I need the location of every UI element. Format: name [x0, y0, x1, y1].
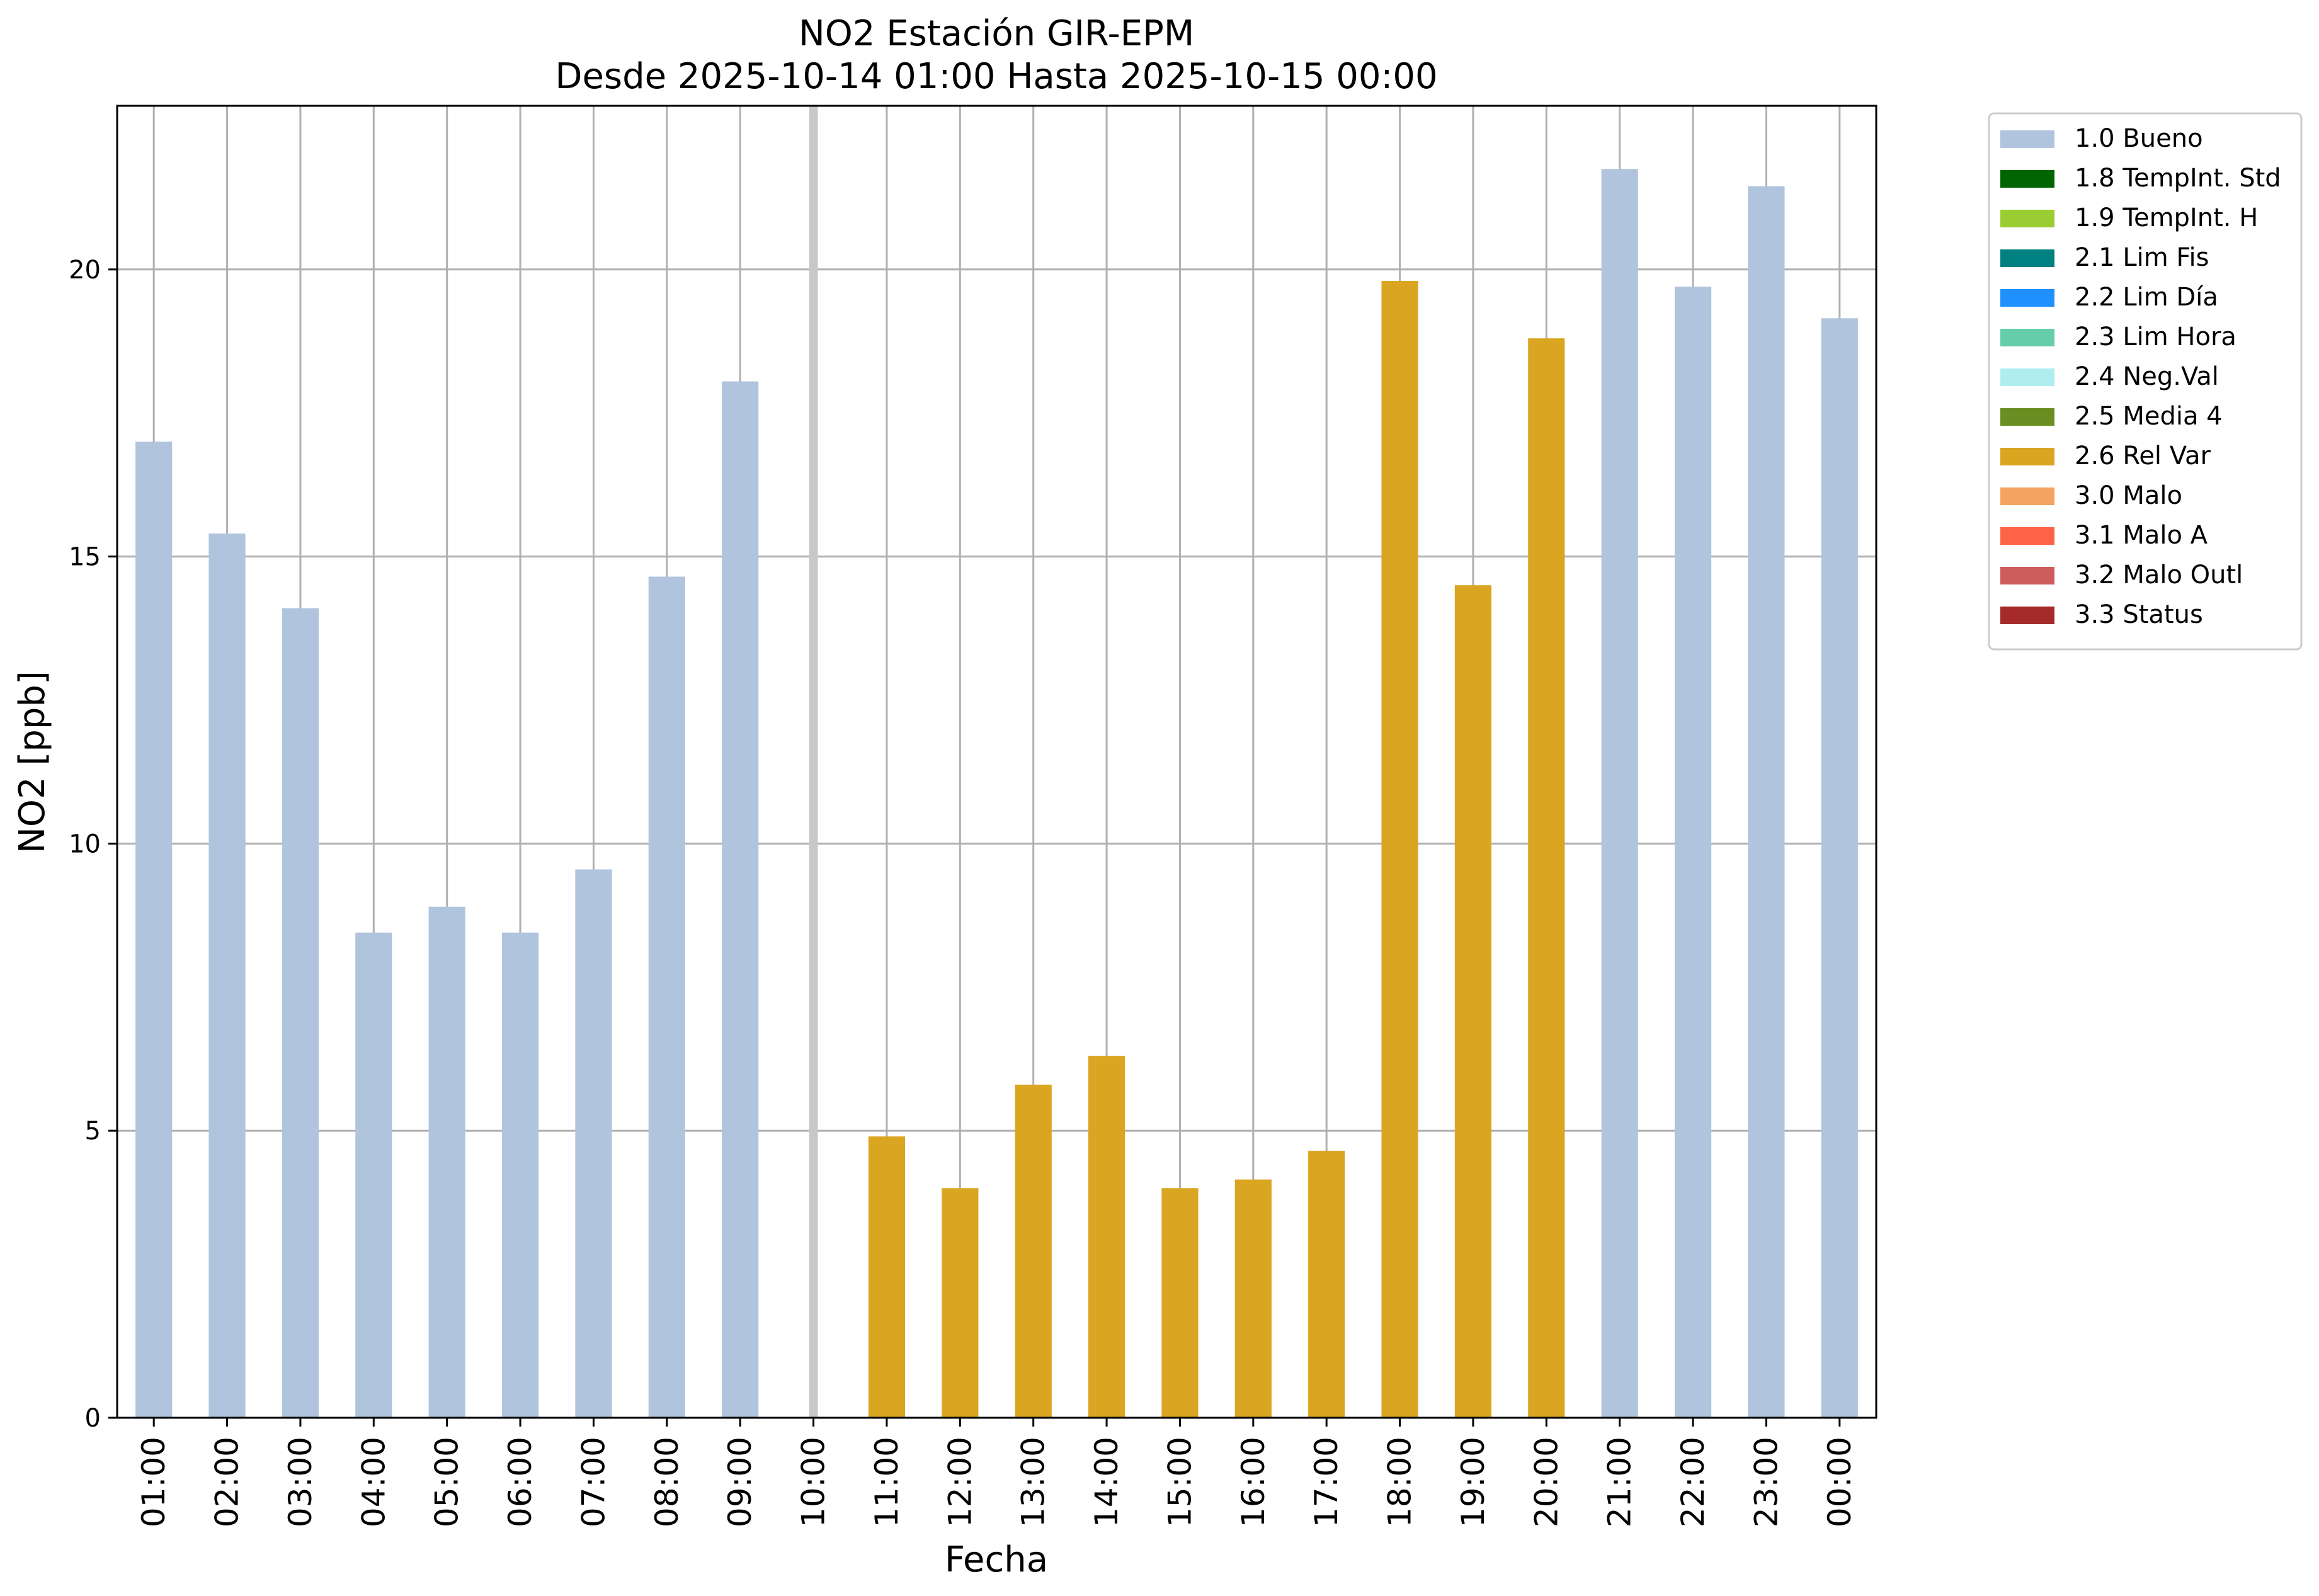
bar-0500: [428, 906, 465, 1418]
x-tick-label: 20:00: [1528, 1437, 1564, 1527]
bar-0000: [1821, 318, 1858, 1418]
legend-label: 2.1 Lim Fis: [2075, 243, 2209, 272]
x-tick-label: 06:00: [502, 1437, 538, 1527]
bar-0600: [501, 932, 539, 1418]
legend-swatch: [2000, 289, 2054, 307]
y-tick-label: 10: [69, 829, 101, 858]
bar-0800: [648, 576, 685, 1418]
x-tick-label: 09:00: [722, 1437, 758, 1527]
x-tick-label: 22:00: [1675, 1437, 1711, 1527]
legend-label: 1.8 TempInt. Std: [2075, 164, 2281, 193]
legend-swatch: [2000, 527, 2054, 545]
legend-label: 2.5 Media 4: [2075, 402, 2223, 431]
legend-swatch: [2000, 130, 2054, 148]
legend-swatch: [2000, 329, 2054, 346]
legend-swatch: [2000, 170, 2054, 188]
y-tick-label: 20: [69, 256, 101, 285]
bar-1400: [1088, 1056, 1125, 1418]
legend-label: 2.4 Neg.Val: [2075, 362, 2219, 391]
legend: 1.0 Bueno 1.8 TempInt. Std 1.9 TempInt. H 2…: [1988, 112, 2303, 651]
chart-subtitle: Desde 2025-10-14 01:00 Hasta 2025-10-15 …: [555, 56, 1437, 97]
x-tick-label: 07:00: [575, 1437, 612, 1527]
legend-label: 3.2 Malo Outl: [2075, 561, 2243, 590]
legend-label: 3.0 Malo: [2075, 481, 2182, 510]
x-tick-label: 17:00: [1308, 1437, 1345, 1527]
bar-1500: [1161, 1188, 1199, 1418]
y-tick-label: 5: [85, 1117, 101, 1146]
bar-0200: [208, 533, 246, 1418]
x-tick-label: 11:00: [869, 1437, 905, 1527]
x-tick-label: 18:00: [1382, 1437, 1418, 1527]
bars: [135, 169, 1858, 1418]
legend-label: 3.3 Status: [2075, 600, 2203, 629]
x-tick-label: 12:00: [942, 1437, 978, 1527]
bar-2000: [1528, 338, 1565, 1418]
x-tick-label: 05:00: [429, 1437, 465, 1527]
x-axis: 01:00 02:00 03:00 04:00 05:00 06:00 07:00 08:00…: [135, 1418, 1858, 1527]
plot-frame: [116, 105, 1877, 1419]
x-tick-label: 04:00: [355, 1437, 392, 1527]
y-tick-label: 15: [69, 543, 101, 572]
x-tick-label: 02:00: [209, 1437, 246, 1527]
bar-1100: [868, 1136, 906, 1418]
y-axis: 0 5 10 15 20: [69, 256, 117, 1433]
legend-swatch: [2000, 567, 2054, 584]
y-tick-label: 0: [85, 1404, 101, 1433]
legend-box: [1988, 112, 2303, 651]
legend-label: 2.2 Lim Día: [2075, 283, 2218, 312]
x-tick-label: 19:00: [1455, 1437, 1491, 1527]
x-tick-label: 00:00: [1821, 1437, 1858, 1527]
bar-2200: [1674, 287, 1712, 1418]
x-axis-label: Fecha: [945, 1539, 1048, 1580]
bar-2100: [1601, 169, 1638, 1418]
x-tick-label: 21:00: [1602, 1437, 1638, 1527]
x-tick-label: 08:00: [649, 1437, 685, 1527]
legend-label: 2.3 Lim Hora: [2075, 322, 2236, 351]
x-tick-label: 10:00: [795, 1437, 832, 1527]
x-tick-label: 15:00: [1161, 1437, 1198, 1527]
bar-0300: [282, 608, 319, 1418]
legend-swatch: [2000, 607, 2054, 624]
legend-swatch: [2000, 487, 2054, 505]
legend-label: 1.0 Bueno: [2075, 124, 2203, 153]
legend-swatch: [2000, 408, 2054, 426]
y-axis-label: NO2 [ppb]: [12, 671, 53, 853]
bar-0400: [355, 932, 392, 1418]
bar-1800: [1381, 281, 1418, 1418]
bar-0900: [722, 381, 759, 1418]
x-tick-label: 13:00: [1015, 1437, 1052, 1527]
chart-title: NO2 Estación GIR-EPM: [799, 13, 1194, 54]
bar-0100: [135, 442, 173, 1418]
x-tick-label: 14:00: [1088, 1437, 1125, 1527]
legend-label: 2.6 Rel Var: [2075, 442, 2211, 470]
legend-swatch: [2000, 210, 2054, 227]
legend-swatch: [2000, 448, 2054, 465]
legend-label: 3.1 Malo A: [2075, 521, 2208, 550]
bar-1300: [1015, 1085, 1052, 1418]
bar-0700: [575, 869, 612, 1418]
x-tick-label: 03:00: [282, 1437, 319, 1527]
legend-swatch: [2000, 368, 2054, 386]
bar-1900: [1454, 585, 1492, 1418]
x-tick-label: 16:00: [1235, 1437, 1272, 1527]
x-tick-label: 23:00: [1748, 1437, 1784, 1527]
bar-1600: [1234, 1179, 1272, 1418]
bar-2300: [1748, 186, 1785, 1418]
x-tick-label: 01:00: [135, 1437, 172, 1527]
legend-label: 1.9 TempInt. H: [2075, 203, 2258, 232]
bar-1700: [1308, 1151, 1345, 1418]
bar-1200: [942, 1188, 979, 1418]
legend-swatch: [2000, 249, 2054, 267]
